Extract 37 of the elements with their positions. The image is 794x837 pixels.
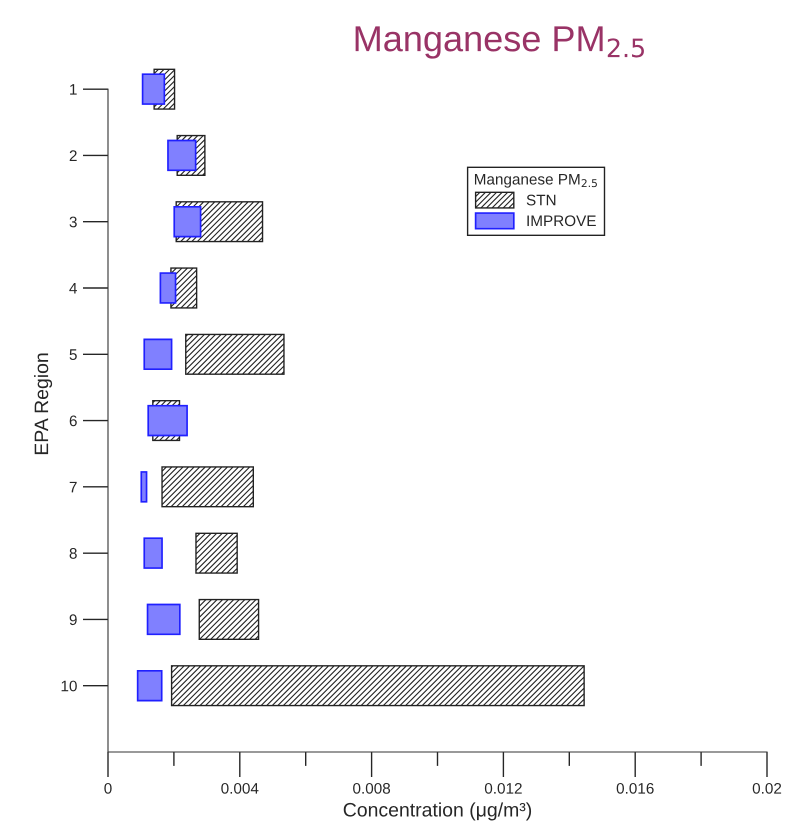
bar — [147, 404, 188, 436]
y-tick-label: 7 — [70, 482, 77, 492]
chart-title: Manganese PM$_{2.5}$ — [356, 26, 644, 59]
bar — [198, 598, 260, 640]
y-tick-label: 8 — [70, 548, 77, 559]
legend-label: STN — [526, 194, 556, 206]
x-tick-label: 0.012 — [484, 782, 522, 794]
x-tick-label: 0.016 — [616, 782, 654, 794]
bar — [143, 537, 163, 569]
y-tick-label: 6 — [70, 415, 77, 426]
bar — [160, 272, 176, 304]
bar — [143, 338, 172, 370]
bar — [173, 206, 202, 238]
bar — [195, 532, 238, 574]
y-tick-label: 10 — [62, 680, 77, 692]
x-tick-label: 0.02 — [752, 782, 782, 794]
x-tick-label: 0 — [104, 782, 112, 794]
bar — [136, 670, 163, 702]
x-tick-label: 0.008 — [353, 782, 390, 794]
y-tick-label: 5 — [70, 349, 77, 360]
bar — [146, 604, 181, 636]
x-axis-title: Concentration (μg/m³) — [344, 802, 532, 820]
bar — [161, 466, 254, 508]
x-tick-label: 0.004 — [221, 782, 258, 794]
y-tick-label: 9 — [70, 614, 77, 626]
y-tick-label: 2 — [70, 150, 77, 161]
bar — [142, 73, 166, 105]
bar — [167, 140, 196, 172]
bar — [140, 471, 148, 503]
bar — [185, 334, 285, 375]
legend-label: IMPROVE — [527, 215, 596, 226]
y-tick-label: 1 — [70, 84, 77, 95]
y-axis-title: EPA Region — [34, 354, 52, 454]
y-tick-label: 4 — [69, 283, 77, 294]
y-tick-label: 3 — [70, 216, 77, 228]
bar — [170, 665, 585, 706]
legend-title: Manganese PM$_{2.5}$ — [474, 174, 597, 188]
